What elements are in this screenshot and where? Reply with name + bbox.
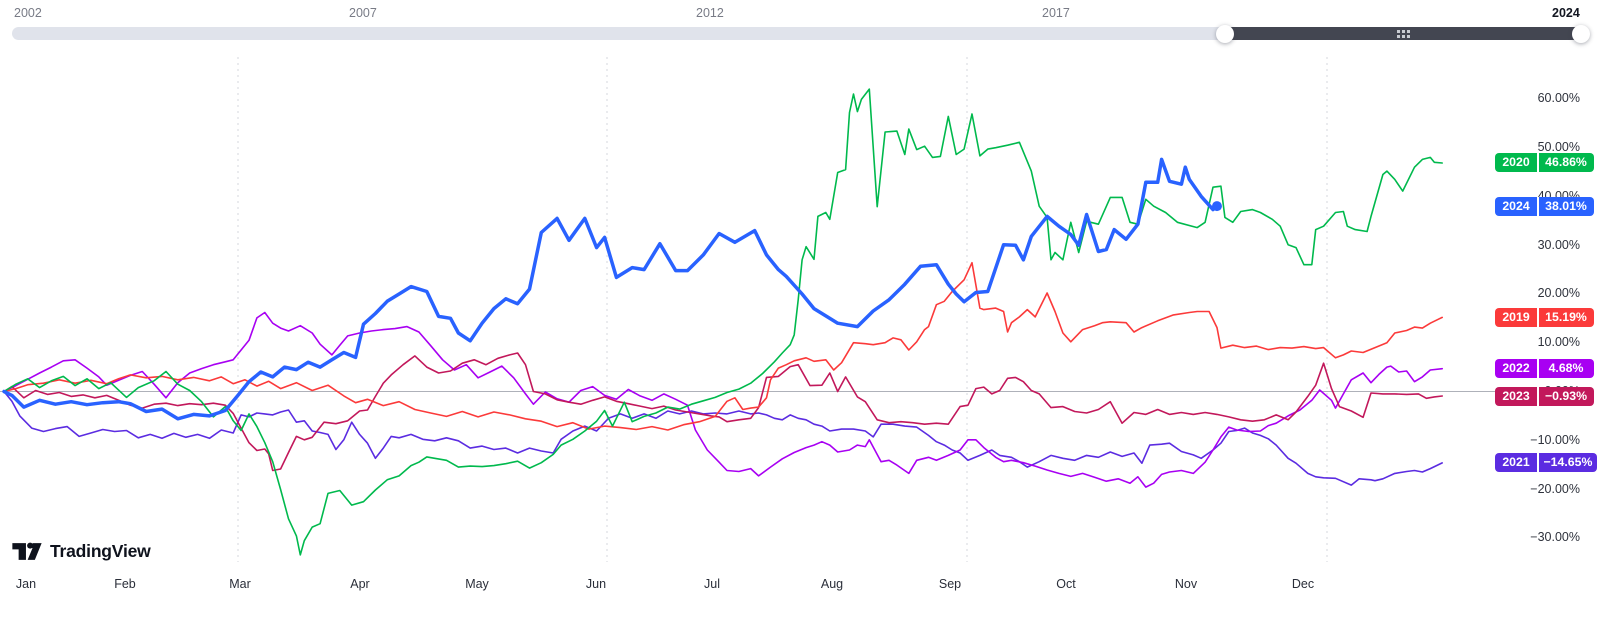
x-axis-label: Sep (938, 577, 962, 591)
badge-value-label: −14.65% (1543, 455, 1593, 470)
timeline-handle-right[interactable] (1572, 24, 1590, 43)
series-badge-2021[interactable]: 2021 −14.65% (1495, 453, 1598, 473)
timeline-handle-left[interactable] (1216, 24, 1234, 43)
x-axis-label: Nov (1174, 577, 1198, 591)
timeline-year-label: 2002 (14, 6, 42, 20)
y-axis-label: −10.00% (1530, 432, 1580, 447)
series-line-2023[interactable] (3, 352, 1443, 472)
series-line-2019[interactable] (3, 261, 1443, 431)
timeline-scrollbar-track[interactable] (12, 27, 1586, 40)
tradingview-watermark[interactable]: TradingView (12, 540, 151, 563)
x-axis-label: Jan (15, 577, 37, 591)
series-badge-2019[interactable]: 2019 15.19% (1495, 307, 1594, 327)
x-axis-label: Jun (585, 577, 607, 591)
x-axis-label: Dec (1291, 577, 1315, 591)
series-line-2024[interactable] (2, 157, 1219, 421)
series-badge-2020[interactable]: 2020 46.86% (1495, 153, 1594, 173)
x-axis-label: Mar (229, 577, 251, 591)
y-axis-label: 50.00% (1537, 140, 1580, 155)
badge-divider (1537, 307, 1539, 327)
badge-value-label: 15.19% (1545, 309, 1587, 324)
series-badge-2023[interactable]: 2023 −0.93% (1495, 386, 1594, 406)
series-badge-2022[interactable]: 2022 4.68% (1495, 359, 1594, 379)
series-line-2022[interactable] (3, 311, 1443, 488)
badge-year-label: 2022 (1502, 361, 1530, 376)
y-axis-label: 20.00% (1537, 286, 1580, 301)
badge-year-label: 2024 (1502, 198, 1530, 213)
timeline-year-label: 2012 (696, 6, 724, 20)
y-axis-label: 10.00% (1537, 335, 1580, 350)
tradingview-logo-icon (12, 542, 42, 560)
series-line-2020[interactable] (3, 88, 1443, 556)
y-axis-label: 60.00% (1537, 91, 1580, 106)
timeline-year-label: 2017 (1042, 6, 1070, 20)
badge-year-label: 2019 (1502, 309, 1530, 324)
badge-divider (1537, 359, 1539, 379)
brand-name: TradingView (50, 541, 151, 561)
y-axis-label: −20.00% (1530, 481, 1580, 496)
badge-divider (1537, 386, 1539, 406)
y-axis-label: 30.00% (1537, 237, 1580, 252)
y-axis-label: −30.00% (1530, 530, 1580, 545)
timeline-end-year-label: 2024 (1552, 6, 1580, 20)
timeline-year-label: 2007 (349, 6, 377, 20)
timeline-scrollbar-range[interactable] (1225, 27, 1581, 40)
badge-year-label: 2020 (1502, 155, 1530, 170)
badge-value-label: 38.01% (1545, 198, 1587, 213)
x-axis-label: Jul (704, 577, 720, 591)
x-axis-label: Aug (820, 577, 844, 591)
x-axis-label: May (465, 577, 489, 591)
badge-divider (1537, 196, 1539, 216)
badge-value-label: 46.86% (1545, 155, 1587, 170)
badge-year-label: 2021 (1502, 455, 1530, 470)
drag-dots-icon (1396, 29, 1410, 38)
badge-value-label: −0.93% (1544, 388, 1588, 403)
series-end-dot (1211, 201, 1222, 212)
x-axis-label: Feb (114, 577, 136, 591)
badge-divider (1537, 453, 1539, 473)
badge-value-label: 4.68% (1548, 361, 1584, 376)
series-badge-2024[interactable]: 2024 38.01% (1495, 196, 1594, 216)
x-axis-label: Apr (350, 577, 370, 591)
x-axis-label: Oct (1056, 577, 1076, 591)
badge-divider (1537, 153, 1539, 173)
badge-year-label: 2023 (1502, 388, 1530, 403)
